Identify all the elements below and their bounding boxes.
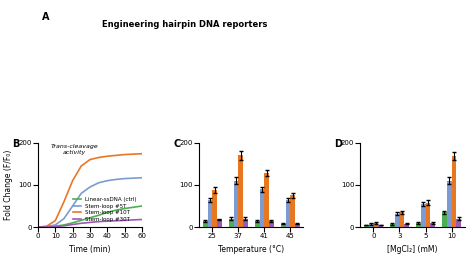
Bar <box>395 213 400 227</box>
Bar <box>208 200 212 227</box>
Bar <box>426 203 430 227</box>
Bar <box>452 156 456 227</box>
Bar <box>378 225 383 227</box>
Bar <box>217 220 221 227</box>
Text: B: B <box>12 139 19 149</box>
Text: Engineering hairpin DNA reporters: Engineering hairpin DNA reporters <box>102 20 267 29</box>
Y-axis label: Fold Change (F/F₀): Fold Change (F/F₀) <box>4 150 13 220</box>
Text: D: D <box>335 139 342 149</box>
Bar <box>430 223 435 227</box>
Bar <box>290 195 295 227</box>
Bar <box>203 221 208 227</box>
Bar <box>456 219 461 227</box>
Bar <box>238 155 243 227</box>
Bar <box>390 224 395 227</box>
Bar <box>369 224 374 227</box>
X-axis label: [MgCl₂] (mM): [MgCl₂] (mM) <box>387 245 438 254</box>
Bar <box>404 224 409 227</box>
Bar <box>255 221 260 227</box>
Bar <box>447 181 452 227</box>
Bar <box>281 224 285 227</box>
X-axis label: Temperature (°C): Temperature (°C) <box>218 245 284 254</box>
X-axis label: Time (min): Time (min) <box>69 245 111 254</box>
Bar <box>374 223 378 227</box>
Text: Trans-cleavage
activity: Trans-cleavage activity <box>50 144 98 155</box>
Bar <box>269 221 273 227</box>
Bar <box>264 173 269 227</box>
Bar <box>243 219 247 227</box>
Bar <box>400 212 404 227</box>
Text: C: C <box>173 139 181 149</box>
Text: A: A <box>42 12 50 22</box>
Bar <box>229 219 234 227</box>
Bar <box>442 212 447 227</box>
Bar <box>295 224 300 227</box>
Bar <box>260 189 264 227</box>
Bar <box>416 223 421 227</box>
Bar <box>234 181 238 227</box>
Bar <box>421 204 426 227</box>
Bar <box>212 190 217 227</box>
Legend: Linear-ssDNA (ctrl), Stem-loop #5T, Stem-loop #10T, Stem-loop #30T: Linear-ssDNA (ctrl), Stem-loop #5T, Stem… <box>71 195 139 224</box>
Bar <box>364 225 369 227</box>
Bar <box>285 200 290 227</box>
